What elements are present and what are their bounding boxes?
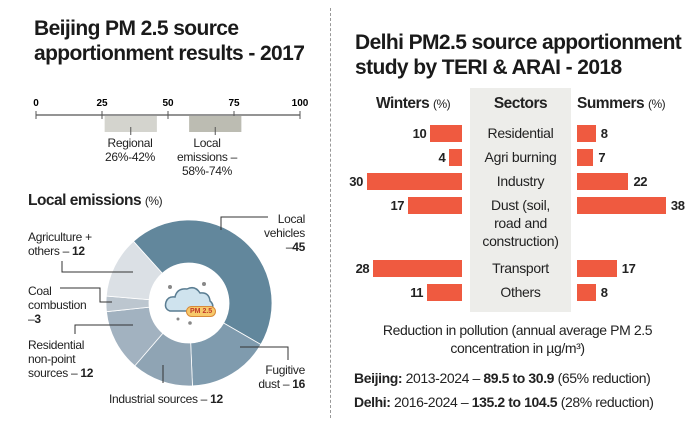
sector-label: Agri burning	[484, 149, 557, 165]
label-fugitive: Fugitive dust – 16	[258, 363, 305, 391]
delhi-title: Delhi PM2.5 source apportionment study b…	[355, 31, 682, 79]
label-agriculture: Agriculture + others – 12	[28, 230, 92, 258]
regional-label: Regional 26%-42%	[105, 136, 155, 164]
winters-bar	[427, 284, 462, 301]
summers-value: 38	[670, 198, 685, 213]
winters-value: 30	[349, 174, 363, 189]
summers-value: 7	[598, 150, 606, 165]
summers-bar	[577, 149, 594, 166]
sector-label: Dust (soil, road and construction)	[482, 197, 559, 249]
summers-bar	[577, 173, 629, 190]
summers-value: 8	[600, 126, 608, 141]
cloud-icon: PM 2.5	[160, 275, 218, 331]
local-label: Local emissions – 58%-74%	[176, 136, 238, 178]
winters-bar	[449, 149, 462, 166]
winters-value: 4	[438, 150, 446, 165]
leader-line	[60, 287, 112, 303]
sector-label: Transport	[492, 260, 549, 276]
label-industrial: Industrial sources – 12	[109, 392, 223, 406]
summers-bar	[577, 284, 596, 301]
summers-bar	[577, 260, 617, 277]
delhi-reduction: Delhi: 2016-2024 – 135.2 to 104.5 (28% r…	[354, 394, 654, 410]
donut-title: Local emissions (%)	[28, 192, 163, 209]
divider	[330, 8, 331, 418]
scale-tick-label: 75	[228, 98, 240, 109]
label-coal: Coal combustion –3	[28, 284, 87, 326]
range-bar	[189, 116, 242, 132]
leader-line	[240, 346, 289, 360]
range-scale-chart: 0 25 50 75 100	[33, 98, 309, 135]
beijing-title: Beijing PM 2.5 source apportionment resu…	[34, 17, 305, 65]
winters-bar	[408, 197, 462, 214]
winters-bar	[430, 125, 462, 142]
summers-bar	[577, 125, 596, 142]
winters-header: Winters (%)	[376, 95, 451, 112]
local-emissions-donut	[60, 216, 289, 387]
leader-line	[220, 216, 268, 230]
winters-value: 11	[410, 285, 424, 300]
summers-value: 22	[633, 174, 648, 189]
winters-bar	[366, 173, 462, 190]
label-vehicles: Local vehicles –45	[264, 212, 305, 254]
scale-tick-label: 0	[33, 98, 39, 109]
sector-label: Residential	[487, 125, 554, 141]
summers-value: 17	[621, 261, 636, 276]
summers-value: 8	[600, 285, 608, 300]
summers-header: Summers (%)	[577, 95, 666, 112]
beijing-reduction: Beijing: 2013-2024 – 89.5 to 30.9 (65% r…	[354, 370, 651, 386]
winters-value: 10	[412, 126, 427, 141]
leader-line	[61, 261, 133, 273]
summers-bar	[577, 197, 666, 214]
sector-label: Industry	[496, 173, 545, 189]
winters-value: 28	[355, 261, 370, 276]
label-residential: Residential non-point sources – 12	[28, 338, 94, 380]
leader-line	[74, 324, 133, 334]
winters-value: 17	[390, 198, 405, 213]
pm25-badge: PM 2.5	[186, 306, 217, 317]
scale-tick-label: 25	[96, 98, 108, 109]
winters-bar	[373, 260, 462, 277]
range-bar	[104, 116, 157, 132]
sectors-header: Sectors	[493, 95, 548, 112]
scale-tick-label: 100	[292, 98, 309, 109]
sectors-column	[470, 88, 571, 312]
sector-label: Others	[500, 284, 541, 300]
scale-tick-label: 50	[162, 98, 174, 109]
reduction-heading: Reduction in pollution (annual average P…	[382, 322, 653, 356]
